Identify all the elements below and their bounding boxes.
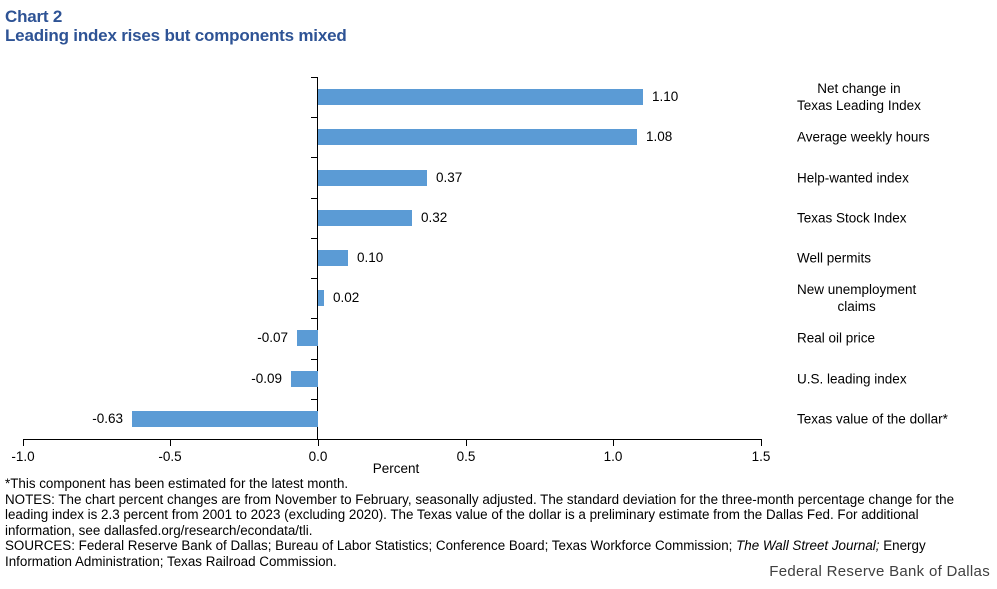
bar-value-label: -0.07: [257, 330, 288, 345]
sources-before: SOURCES: Federal Reserve Bank of Dallas;…: [5, 538, 737, 554]
bar-value-label: 0.32: [421, 210, 448, 225]
chart-number: Chart 2: [5, 7, 63, 26]
y-axis-tick: [311, 117, 318, 118]
x-axis-tick: [23, 439, 24, 446]
category-label: Net change in Texas Leading Index: [797, 81, 921, 113]
y-axis-tick: [311, 198, 318, 199]
x-axis-tick-label: 0.0: [308, 449, 328, 464]
bar: [318, 89, 643, 105]
y-axis-tick: [311, 399, 318, 400]
notes-text: NOTES: The chart percent changes are fro…: [5, 491, 955, 538]
org-signature: Federal Reserve Bank of Dallas: [769, 563, 990, 580]
bar: [318, 250, 348, 266]
footnote: *This component has been estimated for t…: [5, 476, 349, 491]
category-label: Well permits: [797, 250, 872, 266]
category-label: U.S. leading index: [797, 371, 907, 387]
bar: [318, 129, 637, 145]
x-axis-tick: [318, 439, 319, 446]
bar-value-label: 1.08: [646, 129, 673, 144]
x-axis-tick: [170, 439, 171, 446]
y-axis-tick: [311, 278, 318, 279]
bar-value-label: -0.09: [251, 371, 282, 386]
bar: [318, 290, 324, 306]
bar: [318, 170, 427, 186]
chart-title-block: Chart 2 Leading index rises but componen…: [5, 7, 347, 45]
bar-value-label: 0.10: [357, 250, 384, 265]
sources-italic: The Wall Street Journal;: [736, 538, 880, 554]
bar-value-label: 0.37: [436, 170, 463, 185]
y-axis-tick: [311, 439, 318, 440]
x-axis-line: [23, 439, 761, 440]
x-axis-tick-label: -1.0: [11, 449, 35, 464]
x-axis-tick: [466, 439, 467, 446]
category-label: Help-wanted index: [797, 170, 909, 186]
y-axis-tick: [311, 77, 318, 78]
notes-block: *This component has been estimated for t…: [5, 476, 991, 570]
bar: [297, 330, 318, 346]
bar: [318, 210, 412, 226]
category-label: New unemployment claims: [797, 282, 917, 314]
sources-after: Energy Information Administration; Texas…: [5, 538, 926, 569]
y-axis-tick: [311, 359, 318, 360]
y-axis-tick: [311, 238, 318, 239]
category-label: Texas value of the dollar*: [797, 411, 948, 427]
x-axis-tick-label: 0.5: [456, 449, 476, 464]
x-axis-title: Percent: [372, 461, 420, 476]
x-axis-tick: [613, 439, 614, 446]
sources-text: SOURCES: Federal Reserve Bank of Dallas;…: [5, 538, 991, 569]
y-axis-line: [317, 77, 318, 439]
y-axis-tick: [311, 318, 318, 319]
bar: [132, 411, 318, 427]
x-axis-tick: [761, 439, 762, 446]
bar-value-label: 1.10: [652, 89, 679, 104]
category-label: Texas Stock Index: [797, 210, 907, 226]
category-label: Average weekly hours: [797, 129, 930, 145]
bar-value-label: -0.63: [92, 411, 123, 426]
chart-title: Leading index rises but components mixed: [5, 26, 347, 45]
bar: [291, 371, 318, 387]
x-axis-tick-label: -0.5: [158, 449, 182, 464]
y-axis-tick: [311, 157, 318, 158]
bar-value-label: 0.02: [333, 290, 360, 305]
x-axis-tick-label: 1.5: [751, 449, 771, 464]
x-axis-tick-label: 1.0: [603, 449, 623, 464]
category-label: Real oil price: [797, 330, 876, 346]
